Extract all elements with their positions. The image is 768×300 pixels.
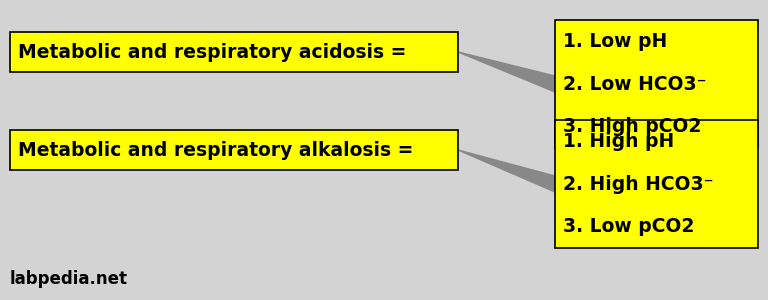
Text: 1. Low pH: 1. Low pH [563, 32, 667, 51]
Text: 3. Low pCO2: 3. Low pCO2 [563, 217, 694, 236]
FancyBboxPatch shape [10, 130, 458, 170]
Text: 3. High pCO2: 3. High pCO2 [563, 117, 701, 136]
FancyBboxPatch shape [555, 20, 758, 148]
Text: 2. High HCO3⁻: 2. High HCO3⁻ [563, 175, 713, 194]
Text: 1. High pH: 1. High pH [563, 132, 674, 151]
FancyBboxPatch shape [10, 32, 458, 72]
Polygon shape [458, 150, 555, 192]
Text: Metabolic and respiratory acidosis =: Metabolic and respiratory acidosis = [18, 43, 406, 61]
FancyBboxPatch shape [555, 120, 758, 248]
Text: labpedia.net: labpedia.net [10, 270, 128, 288]
Text: 2. Low HCO3⁻: 2. Low HCO3⁻ [563, 74, 707, 94]
Polygon shape [458, 52, 555, 92]
Text: Metabolic and respiratory alkalosis =: Metabolic and respiratory alkalosis = [18, 140, 413, 160]
